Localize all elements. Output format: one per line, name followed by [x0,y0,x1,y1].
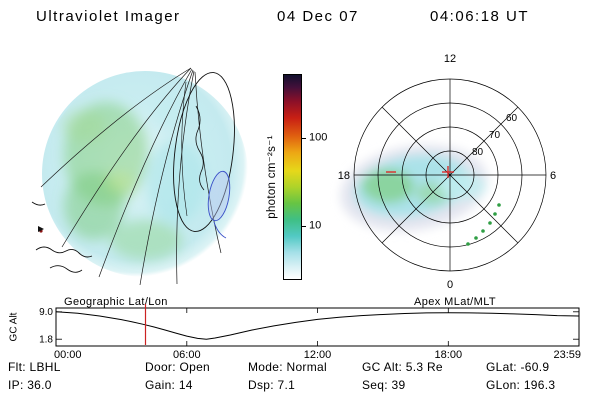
status-ip: IP: 36.0 [8,378,52,392]
colorbar-tick-10 [302,226,306,228]
colorbar: 100 10 [283,74,353,280]
strip-xtick-0600: 06:00 [173,349,201,361]
colorbar-units-label: photon cm⁻²s⁻¹ [266,135,278,219]
mlt-label-12: 12 [444,53,456,65]
geo-plot-caption: Geographic Lat/Lon [64,296,168,308]
colorbar-tick-label-10: 10 [309,219,322,232]
status-glat: GLat: -60.9 [486,360,550,374]
mlat-label-70: 70 [489,130,501,141]
colorbar-tick-label-100: 100 [309,131,328,144]
strip-xtick-2359: 23:59 [553,349,581,361]
mlt-label-6: 6 [550,170,556,182]
page-title: Ultraviolet Imager [36,8,181,25]
mlt-label-0: 0 [447,279,453,291]
strip-ytick-1_8: 1.8 [39,335,53,346]
polar-dial-image: 12 18 6 0 60 70 80 [338,53,556,291]
mlt-label-18: 18 [338,170,350,182]
polar-plot-caption: Apex MLat/MLT [414,296,497,308]
status-gcalt: GC Alt: 5.3 Re [362,360,443,374]
status-dsp: Dsp: 7.1 [248,378,296,392]
gcalt-strip-chart: 9.0 1.8 00:00 06:00 12:00 18:00 23:59 [39,304,581,361]
status-mode: Mode: Normal [248,360,327,374]
satellite-track-dots [466,203,501,246]
gcalt-curve [55,311,579,340]
uv-emission-blobs [62,96,206,260]
terminator-overlay [207,170,231,239]
mlat-label-60: 60 [506,113,518,124]
strip-xtick-1800: 18:00 [435,349,463,361]
status-seq: Seq: 39 [362,378,406,392]
geographic-image [31,67,248,286]
date-label: 04 Dec 07 [277,8,359,25]
coastline-map [31,72,235,273]
strip-ylabel: GC Alt [8,312,20,342]
strip-xtick-0000: 00:00 [54,349,82,361]
status-gain: Gain: 14 [145,378,193,392]
spacecraft-position-marker [386,166,454,178]
mlat-label-80: 80 [472,147,484,158]
colorbar-tick-100 [302,137,306,139]
limb-marker-icon [38,226,44,232]
status-flt: Flt: LBHL [8,360,61,374]
colorbar-gradient [283,74,302,280]
time-label: 04:06:18 UT [430,8,530,25]
status-door: Door: Open [145,360,211,374]
mlat-mlt-grid [353,78,547,272]
status-glon: GLon: 196.3 [486,378,556,392]
strip-xtick-1200: 12:00 [304,349,332,361]
strip-ytick-9: 9.0 [39,307,53,318]
strip-axis-ticks [55,308,580,346]
